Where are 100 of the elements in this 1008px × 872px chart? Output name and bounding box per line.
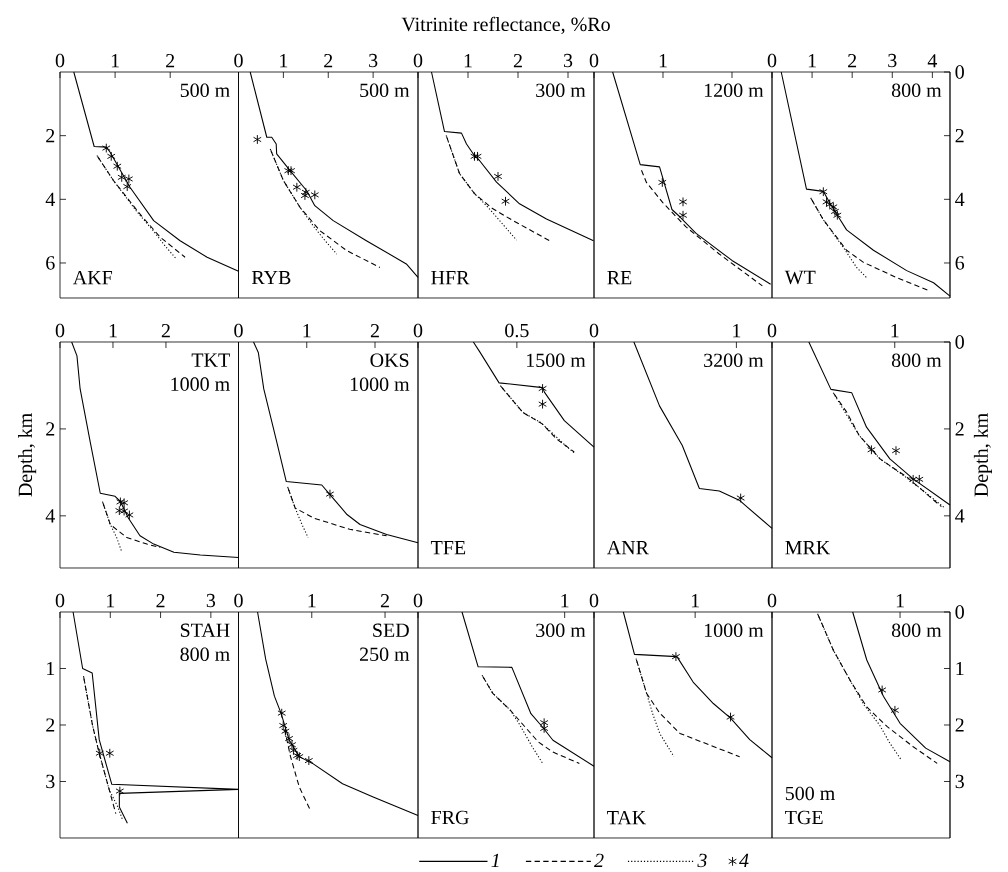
y2-tick-label: 2 — [955, 718, 964, 732]
annotation: ANR — [606, 540, 649, 555]
x-tick-label: 1 — [896, 594, 904, 608]
y2-tick-label: 6 — [955, 256, 965, 270]
annotation: WT — [784, 270, 816, 285]
x-tick-label: 1 — [464, 54, 472, 68]
x-tick-label: 0 — [767, 53, 777, 68]
x-tick-label: 1 — [808, 54, 816, 68]
annotation: OKS — [370, 353, 409, 367]
x-tick-label: 0 — [234, 53, 243, 68]
y-tick-label: 4 — [45, 509, 55, 523]
x-tick-label: 0 — [55, 593, 65, 608]
x-tick-label: 2 — [324, 54, 333, 68]
annotation: 500 m — [180, 83, 230, 98]
annotation: 500 m — [360, 83, 410, 98]
annotation: TGE — [785, 810, 823, 825]
x-tick-label: 1 — [280, 54, 288, 68]
x-tick-label: 4 — [927, 54, 938, 68]
annotation: RYB — [251, 271, 291, 285]
y-tick-label: 4 — [45, 192, 55, 206]
x-tick-label: 0 — [589, 593, 599, 608]
annotation: SED — [373, 623, 409, 637]
x-tick-label: 3 — [206, 593, 216, 608]
x-tick-label: 3 — [563, 53, 573, 68]
annotation: 1000 m — [704, 623, 764, 638]
x-tick-label: 2 — [166, 54, 175, 68]
y-tick-label: 2 — [46, 718, 55, 732]
annotation: 800 m — [891, 353, 942, 368]
annotation: 250 m — [359, 647, 410, 661]
y2-tick-label: 0 — [955, 605, 964, 619]
annotation: 800 m — [180, 647, 230, 661]
y2-tick-label: 3 — [955, 774, 964, 789]
x-tick-label: 2 — [156, 594, 165, 608]
x-tick-label: 1 — [107, 594, 115, 608]
x-tick-label: 1 — [659, 54, 667, 68]
x-tick-label: 0 — [767, 323, 777, 338]
x-tick-label: 0 — [413, 593, 423, 608]
x-tick-label: 2 — [513, 54, 522, 68]
x-tick-label: 0 — [55, 53, 65, 68]
x-tick-label: 1 — [109, 324, 117, 338]
annotation: TKT — [191, 353, 230, 367]
x-tick-label: 0 — [55, 323, 65, 338]
x-tick-label: 1 — [891, 324, 899, 338]
annotation: 800 m — [891, 83, 942, 98]
y2-tick-label: 2 — [955, 422, 964, 436]
annotation: STAH — [180, 623, 230, 637]
annotation: 3200 m — [704, 353, 764, 368]
y-tick-label: 2 — [46, 422, 55, 436]
x-tick-label: 2 — [848, 54, 857, 68]
x-tick-label: 0 — [589, 53, 599, 68]
x-tick-label: 1 — [691, 594, 699, 608]
x-tick-label: 1 — [308, 594, 316, 608]
x-tick-label: 1 — [733, 324, 741, 338]
annotation: 800 m — [891, 623, 942, 638]
annotation: 300 m — [536, 623, 586, 638]
legend-label: 1 — [491, 853, 499, 867]
x-tick-label: 1 — [303, 324, 311, 338]
x-tick-label: 1 — [561, 594, 569, 608]
x-tick-label: 0 — [234, 323, 243, 338]
x-tick-label: 2 — [161, 324, 170, 338]
y2-tick-label: 4 — [955, 192, 965, 206]
legend-label: 4 — [739, 853, 749, 867]
annotation: 1200 m — [704, 83, 764, 98]
annotation: 1500 m — [527, 353, 586, 368]
annotation: AKF — [72, 270, 113, 285]
y-tick-label: 6 — [46, 256, 55, 270]
y-tick-label: 1 — [47, 661, 55, 676]
x-tick-label: 2 — [370, 324, 379, 338]
x-tick-label: 0 — [413, 53, 423, 68]
y-axis-title: Depth, km — [18, 413, 37, 497]
y2-axis-title: Depth, km — [973, 413, 993, 497]
x-tick-label: 0 — [234, 593, 243, 608]
y2-tick-label: 0 — [955, 335, 964, 349]
y2-tick-label: 0 — [955, 65, 964, 79]
annotation: FRG — [431, 810, 469, 825]
annotation: MRK — [785, 541, 831, 555]
x-tick-label: 0.5 — [505, 323, 529, 338]
annotation: 1000 m — [350, 377, 410, 391]
x-axis-title: Vitrinite reflectance, %Ro — [401, 16, 610, 34]
x-tick-label: 0 — [767, 593, 777, 608]
y-tick-label: 2 — [46, 129, 55, 143]
x-tick-label: 3 — [888, 53, 897, 68]
x-tick-label: 0 — [413, 323, 423, 338]
y2-tick-label: 1 — [956, 661, 964, 676]
annotation: 300 m — [536, 83, 586, 98]
legend-label: 2 — [594, 853, 604, 867]
x-tick-label: 0 — [589, 323, 599, 338]
annotation: TFE — [430, 541, 466, 555]
annotation: 500 m — [785, 786, 835, 801]
legend-label: 3 — [697, 853, 707, 868]
x-tick-label: 1 — [111, 54, 119, 68]
annotation: RE — [607, 271, 632, 285]
y-tick-label: 3 — [46, 774, 55, 789]
annotation: HFR — [431, 271, 470, 285]
x-tick-label: 3 — [369, 53, 378, 68]
annotation: 1000 m — [171, 377, 230, 391]
y2-tick-label: 4 — [955, 509, 965, 523]
x-tick-label: 2 — [380, 594, 389, 608]
y2-tick-label: 2 — [955, 129, 964, 143]
annotation: TAK — [607, 810, 647, 825]
